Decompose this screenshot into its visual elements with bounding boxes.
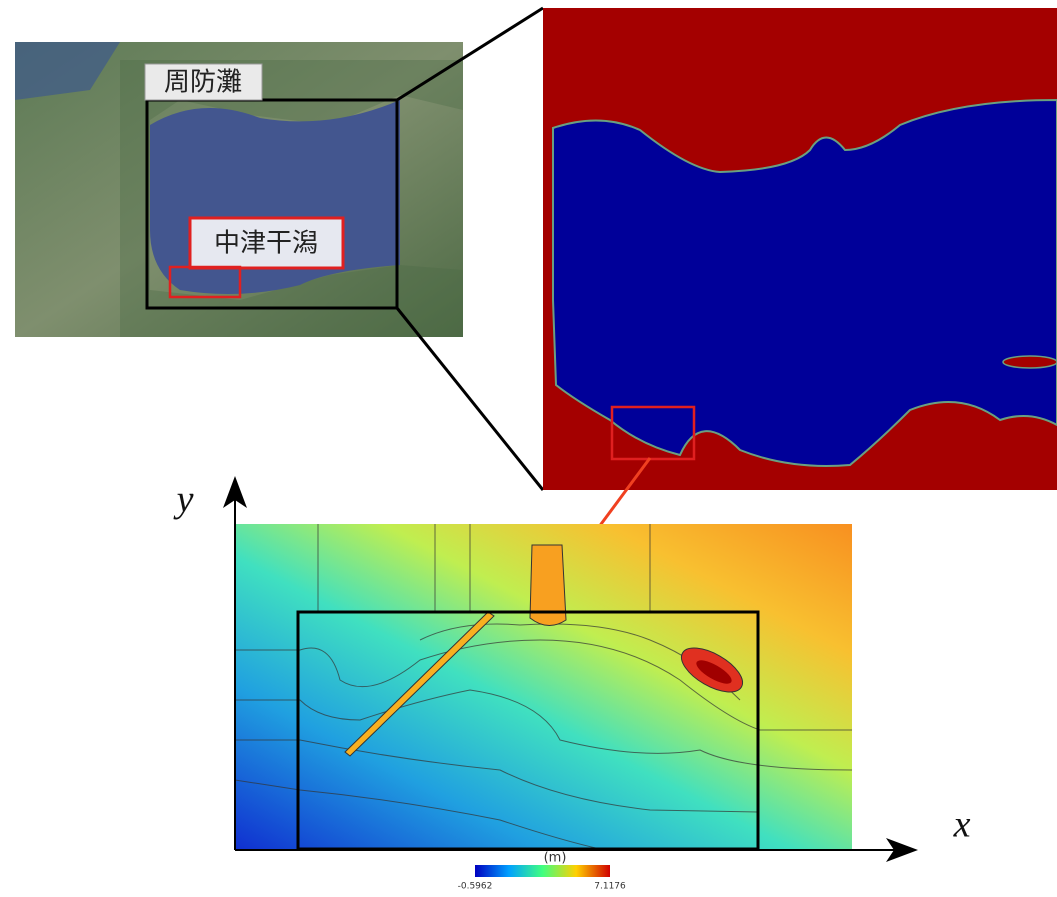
x-axis-label: x [953, 804, 971, 846]
colorbar-min: -0.5962 [458, 882, 493, 892]
colorbar [475, 865, 610, 877]
colorbar-unit: (m) [544, 851, 567, 866]
site-label: 中津干潟 [214, 229, 318, 259]
colorbar-max: 7.1176 [594, 882, 626, 892]
connector [397, 308, 543, 490]
y-axis-label: y [173, 479, 194, 521]
region-label: 周防灘 [164, 68, 242, 98]
island [1003, 356, 1057, 368]
figure: 周防灘 中津干潟 y x (m) -0.5962 7.1176 [0, 0, 1057, 897]
